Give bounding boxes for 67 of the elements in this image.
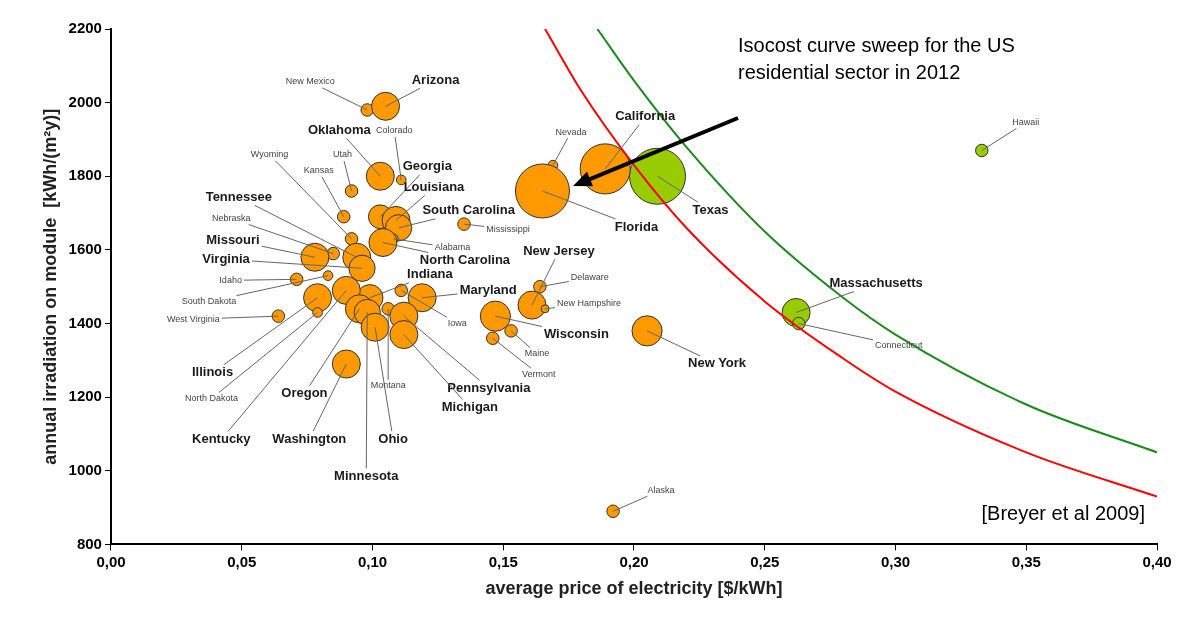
- x-tick-label: 0,15: [488, 552, 518, 570]
- y-tick-label: 2200: [68, 19, 102, 37]
- annotation: West Virginia: [166, 313, 220, 324]
- annotation: Idaho: [219, 274, 242, 285]
- annotation: Arizona: [411, 71, 461, 87]
- x-tick-label: 0,35: [1011, 552, 1041, 570]
- x-tick-label: 0,40: [1142, 552, 1172, 570]
- annotation: South Carolina: [422, 202, 516, 218]
- annotation: Florida: [614, 218, 659, 234]
- annotation: Maine: [524, 348, 550, 359]
- annotation: Oklahoma: [307, 121, 372, 137]
- annotation: Ohio: [378, 430, 408, 446]
- annotation: Alabama: [434, 242, 471, 253]
- annotation: Alaska: [647, 484, 675, 495]
- annotation: Tennessee: [205, 188, 272, 204]
- x-tick-label: 0,05: [227, 552, 257, 570]
- x-tick-label: 0,10: [357, 552, 388, 570]
- annotation: Utah: [333, 149, 353, 160]
- y-tick-label: 1800: [68, 166, 102, 184]
- annotation: North Dakota: [185, 392, 239, 403]
- y-tick-label: 1600: [68, 240, 102, 258]
- annotation: Georgia: [402, 158, 453, 174]
- annotation: Massachusetts: [829, 275, 923, 291]
- annotation: Nevada: [555, 126, 587, 137]
- annotation: Pennsylvania: [447, 379, 532, 395]
- y-axis-title: annual irradiation on module [kWh/(m²y)]: [39, 108, 60, 465]
- annotation: Montana: [370, 380, 406, 391]
- y-tick-label: 1200: [68, 387, 102, 405]
- annotation: [Breyer et al 2009]: [981, 501, 1145, 524]
- annotation: South Dakota: [181, 296, 237, 307]
- x-axis-title: average price of electricity [$/kWh]: [485, 578, 783, 599]
- annotation: New Jersey: [523, 242, 596, 258]
- annotation: Minnesota: [334, 468, 400, 484]
- annotation: Delaware: [570, 272, 609, 283]
- annotation: New York: [688, 355, 747, 371]
- annotation: Oregon: [281, 385, 328, 401]
- annotation: Washington: [272, 430, 347, 446]
- y-tick-label: 1400: [68, 313, 102, 331]
- annotation: Indiana: [407, 266, 454, 282]
- annotation: Maryland: [459, 282, 517, 298]
- annotation: Hawaii: [1012, 116, 1040, 127]
- annotation: Texas: [692, 201, 729, 217]
- annotation: Michigan: [441, 399, 499, 415]
- annotation: Vermont: [522, 368, 557, 379]
- annotation: New Mexico: [285, 76, 335, 87]
- annotation: Wisconsin: [543, 325, 609, 341]
- x-tick-label: 0,00: [96, 552, 126, 570]
- annotation: Nebraska: [211, 213, 251, 224]
- annotation: Kentucky: [192, 430, 252, 446]
- annotation: Kansas: [303, 165, 335, 176]
- annotation: Iowa: [447, 317, 467, 328]
- annotation: Isocost curve sweep for the US residential sector in 2012: [738, 33, 1015, 83]
- y-tick-label: 2000: [68, 92, 102, 110]
- annotation: Wyoming: [250, 149, 289, 160]
- annotation: Virginia: [202, 250, 251, 266]
- x-tick-label: 0,30: [880, 552, 911, 570]
- x-tick-label: 0,20: [619, 552, 649, 570]
- annotation: Mississippi: [486, 223, 530, 234]
- annotation: North Carolina: [419, 252, 511, 268]
- y-tick-label: 1000: [68, 460, 102, 478]
- x-tick-label: 0,25: [750, 552, 780, 570]
- annotation: Louisiana: [403, 179, 466, 195]
- annotation: New Hampshire: [557, 298, 622, 309]
- y-tick-label: 800: [76, 534, 102, 552]
- annotation: Missouri: [206, 231, 260, 247]
- annotation: Illinois: [191, 364, 234, 380]
- annotation: Colorado: [375, 125, 413, 136]
